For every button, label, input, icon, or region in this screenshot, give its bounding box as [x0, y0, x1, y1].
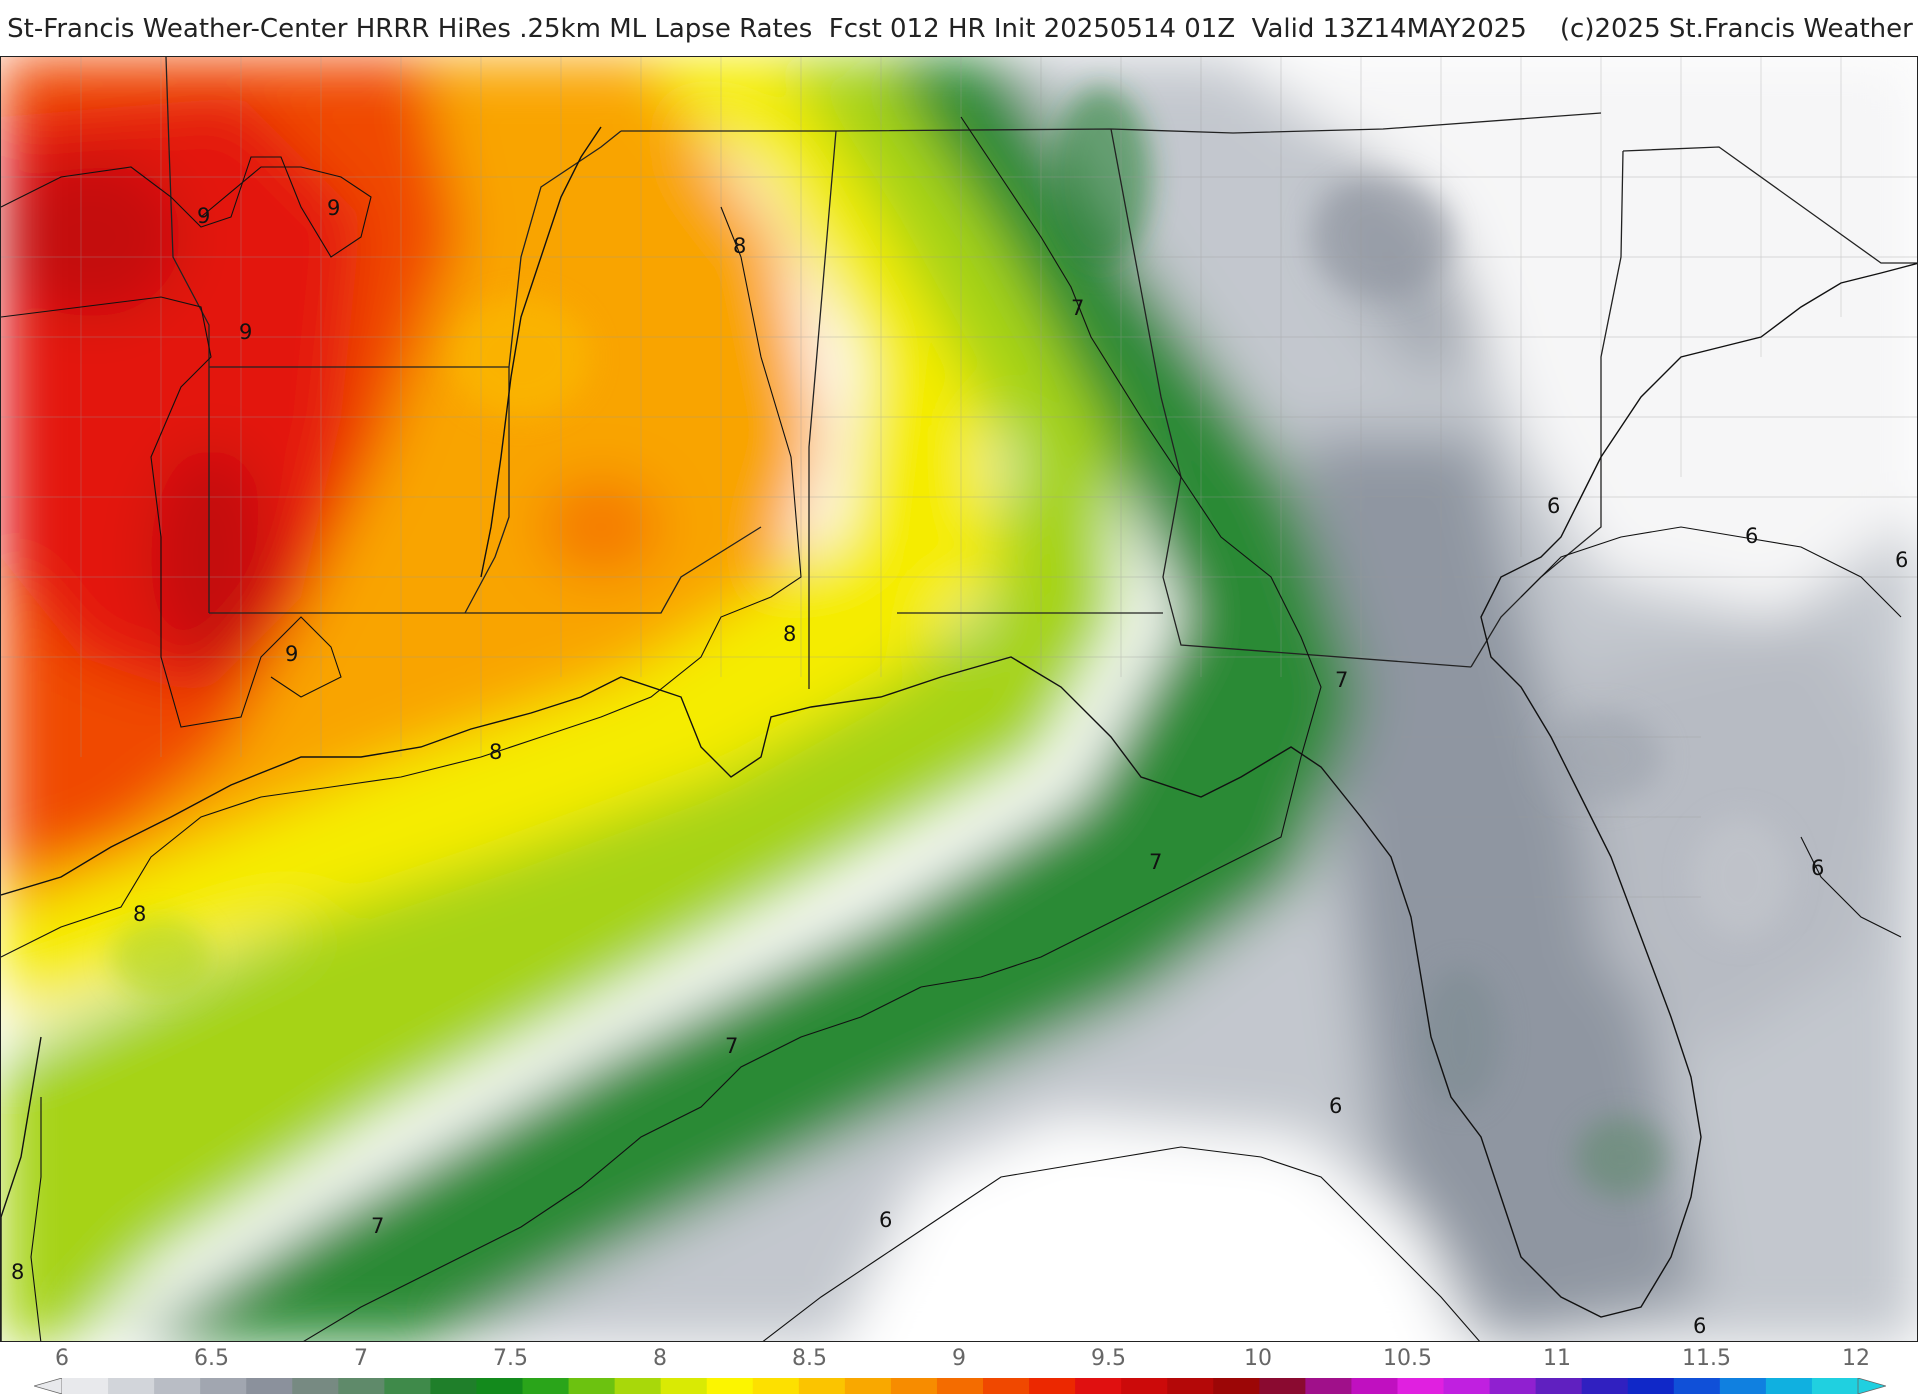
colorbar-swatch: [154, 1378, 201, 1394]
contour-label: 8: [783, 622, 796, 646]
colorbar-tick-label: 7: [354, 1346, 368, 1371]
colorbar-swatch: [338, 1378, 385, 1394]
colorbar-tick-label: 7.5: [493, 1346, 528, 1371]
colorbar-swatch: [660, 1378, 708, 1394]
colorbar-tick-label: 8: [653, 1346, 667, 1371]
map-title: St-Francis Weather-Center HRRR HiRes .25…: [7, 14, 1913, 44]
contour-label: 8: [133, 902, 146, 926]
contour-label: 7: [1335, 668, 1348, 692]
contour-label: 6: [1547, 494, 1560, 518]
state-boundaries: [165, 57, 1917, 689]
colorbar-swatch: [292, 1378, 339, 1394]
colorbar: 6 6.5 7 7.5 8 8.5 9 9.5 10 10.5 11 11.5 12: [0, 1342, 1920, 1400]
contour-lines: [1, 116, 1902, 1341]
contour-label-group: 9 9 9 9 8 8 8 8 8 7 7 7 7 7 6 6 6 6 6 6 …: [11, 196, 1908, 1338]
colorbar-swatch: [1259, 1378, 1306, 1394]
lapse-rate-map[interactable]: 9 9 9 9 8 8 8 8 8 7 7 7 7 7 6 6 6 6 6 6 …: [1, 57, 1918, 1342]
colorbar-swatch: [1167, 1378, 1214, 1394]
colorbar-swatch: [476, 1378, 524, 1394]
colorbar-swatch: [200, 1378, 247, 1394]
contour-label: 7: [371, 1214, 384, 1238]
map-frame[interactable]: 9 9 9 9 8 8 8 8 8 7 7 7 7 7 6 6 6 6 6 6 …: [0, 56, 1918, 1342]
colorbar-swatch: [890, 1378, 938, 1394]
colorbar-swatch: [798, 1378, 846, 1394]
colorbar-swatch: [568, 1378, 616, 1394]
colorbar-tick-label: 10: [1244, 1346, 1272, 1371]
contour-label: 7: [725, 1034, 738, 1058]
colorbar-swatch: [62, 1378, 109, 1394]
colorbar-tick-label: 11.5: [1682, 1346, 1731, 1371]
colorbar-arrow-right: [1857, 1378, 1886, 1394]
colorbar-swatch: [1397, 1378, 1445, 1394]
colorbar-swatch: [1029, 1378, 1076, 1394]
colorbar-strip: [34, 1378, 1886, 1394]
colorbar-swatch: [614, 1378, 662, 1394]
contour-label: 9: [197, 204, 210, 228]
colorbar-swatch: [1443, 1378, 1491, 1394]
colorbar-swatch: [1213, 1378, 1260, 1394]
colorbar-tick-label: 10.5: [1383, 1346, 1432, 1371]
colorbar-swatch: [1351, 1378, 1399, 1394]
colorbar-arrow-left: [34, 1378, 63, 1394]
colorbar-swatch: [1305, 1378, 1353, 1394]
contour-label: 9: [285, 642, 298, 666]
colorbar-swatch: [384, 1378, 432, 1394]
colorbar-tick-label: 11: [1543, 1346, 1571, 1371]
contour-label: 7: [1071, 296, 1084, 320]
colorbar-swatch: [1719, 1378, 1767, 1394]
contour-6-gulf: [762, 1146, 1480, 1341]
contour-6-east: [1800, 836, 1902, 938]
contour-label: 8: [489, 740, 502, 764]
contour-label: 6: [879, 1208, 892, 1232]
colorbar-swatch: [246, 1378, 293, 1394]
colorbar-swatch: [1489, 1378, 1537, 1394]
colorbar-tick-label: 6.5: [194, 1346, 229, 1371]
contour-label: 9: [239, 320, 252, 344]
title-bar: St-Francis Weather-Center HRRR HiRes .25…: [0, 0, 1920, 56]
colorbar-swatch: [1627, 1378, 1675, 1394]
contour-label: 8: [11, 1260, 24, 1284]
coastlines: [1, 126, 1917, 1341]
contour-label: 6: [1329, 1094, 1342, 1118]
contour-label: 6: [1745, 524, 1758, 548]
contour-label: 8: [733, 234, 746, 258]
colorbar-swatch: [1535, 1378, 1583, 1394]
colorbar-swatch: [936, 1378, 984, 1394]
contour-8: [1, 206, 802, 958]
colorbar-swatch: [752, 1378, 800, 1394]
colorbar-tick-label: 6: [55, 1346, 69, 1371]
colorbar-tick-label: 9.5: [1091, 1346, 1126, 1371]
colorbar-tick-label: 9: [952, 1346, 966, 1371]
contour-9-north: [1, 156, 372, 258]
colorbar-swatch: [1581, 1378, 1629, 1394]
colorbar-swatch: [983, 1378, 1030, 1394]
shaded-field: [1, 57, 1917, 1341]
contour-6-atlantic: [1520, 526, 1902, 618]
colorbar-swatch: [706, 1378, 754, 1394]
shading-texture: [111, 87, 1791, 1197]
contour-label: 6: [1693, 1314, 1706, 1338]
colorbar-swatch: [1673, 1378, 1721, 1394]
contour-label: 9: [327, 196, 340, 220]
colorbar-swatch: [430, 1378, 478, 1394]
colorbar-tick-label: 8.5: [792, 1346, 827, 1371]
colorbar-swatch: [1811, 1378, 1859, 1394]
contour-8-west: [30, 1097, 42, 1341]
contour-label: 6: [1895, 548, 1908, 572]
colorbar-tick-label: 12: [1842, 1346, 1870, 1371]
colorbar-swatch: [844, 1378, 892, 1394]
colorbar-swatch: [1075, 1378, 1122, 1394]
contour-9-west: [1, 296, 342, 728]
colorbar-swatch: [1121, 1378, 1168, 1394]
colorbar-swatch: [108, 1378, 155, 1394]
colorbar-swatch: [522, 1378, 570, 1394]
contour-label: 6: [1811, 856, 1824, 880]
contour-7-south: [303, 986, 922, 1341]
contour-7-north: [920, 116, 1322, 988]
colorbar-swatch: [1765, 1378, 1813, 1394]
contour-label: 7: [1149, 850, 1162, 874]
